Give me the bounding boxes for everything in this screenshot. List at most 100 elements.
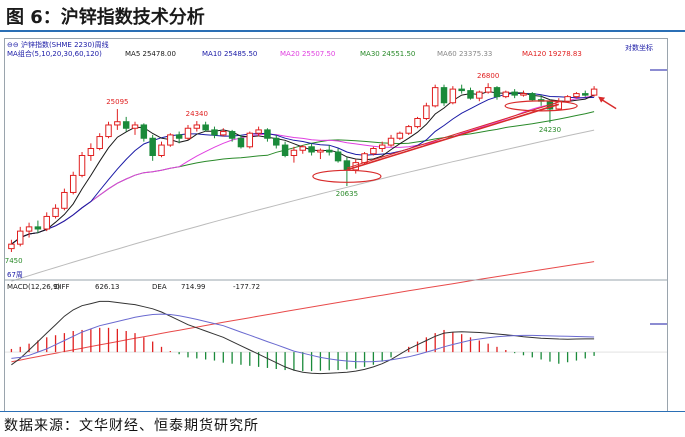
ma60-line <box>11 129 595 282</box>
candle-body <box>511 91 518 96</box>
candle-body <box>361 153 368 164</box>
candle-body <box>502 91 510 98</box>
price-annotation: 17450 <box>5 257 23 265</box>
candle-body <box>149 137 156 157</box>
chart-header-title: ⊖⊖ 沪锌指数(SHME 2230)周线 <box>7 40 109 49</box>
ma5-line <box>11 90 595 245</box>
candle-body <box>334 151 342 162</box>
macd-panel <box>5 300 667 375</box>
candle-body <box>61 191 68 209</box>
macd-header: MACD(12,26,9) DIFF 626.13 DEA 714.99 -17… <box>7 283 260 291</box>
candle-body <box>52 207 59 217</box>
candle-body <box>34 226 42 230</box>
price-annotation: 25095 <box>106 98 128 106</box>
candle-body <box>140 124 148 139</box>
ma-legend-item: MA30 24551.50 <box>360 50 415 58</box>
candle-body <box>69 174 77 193</box>
candle-body <box>378 144 386 150</box>
candle-body <box>87 148 95 157</box>
candle-body <box>396 132 404 139</box>
candle-body <box>387 137 395 146</box>
price-annotation: 26800 <box>477 72 499 80</box>
ma-legend: MA组合(5,10,20,30,60,120) MA5 25478.00 MA10 … <box>7 49 582 58</box>
figure-title: 图 6：沪锌指数技术分析 <box>6 7 205 28</box>
candle-body <box>484 87 492 93</box>
arrow-head <box>598 96 606 103</box>
candle-body <box>237 137 245 148</box>
log-scale-label: 对数坐标 <box>625 43 653 52</box>
trend-line-inner <box>346 101 559 169</box>
candle-body <box>255 129 262 134</box>
candle-body <box>167 134 174 146</box>
candle-body <box>370 148 377 155</box>
support-ellipse-high <box>504 100 578 112</box>
candle-body <box>228 131 236 139</box>
candle-body <box>467 90 474 99</box>
candle-body <box>423 105 430 119</box>
ma30-line <box>11 111 595 245</box>
candle-body <box>299 146 306 151</box>
ma-legend-item: MA5 25478.00 <box>125 50 176 58</box>
dea-line <box>11 313 595 363</box>
trend-line <box>346 103 560 171</box>
bottom-left-label: 67周 <box>7 271 23 279</box>
ma10-line <box>11 92 595 245</box>
candle-body <box>184 127 192 139</box>
price-annotation: 20635 <box>336 190 358 198</box>
candle-body <box>78 155 86 176</box>
ma-legend-item: MA120 19278.83 <box>522 50 582 58</box>
candle-body <box>564 96 571 102</box>
candle-body <box>290 149 298 157</box>
candle-body <box>193 124 201 129</box>
candle-body <box>582 93 589 96</box>
candle-body <box>220 131 227 136</box>
candle-body <box>264 129 271 139</box>
candle-body <box>317 149 324 153</box>
candle-body <box>308 146 315 153</box>
candle-body <box>326 149 333 153</box>
candle-body <box>273 137 280 146</box>
macd-dea-value: 714.99 <box>181 283 206 291</box>
candle-body <box>405 126 412 134</box>
candle-body <box>529 93 536 101</box>
chart-panel: ⊖⊖ 沪锌指数(SHME 2230)周线 MA组合(5,10,20,30,60,… <box>4 38 668 412</box>
candle-body <box>17 230 24 245</box>
candle-body <box>590 88 598 96</box>
candle-body <box>573 93 580 98</box>
candle-body <box>440 87 448 104</box>
candle-body <box>131 124 139 129</box>
chart-svg: ⊖⊖ 沪锌指数(SHME 2230)周线 MA组合(5,10,20,30,60,… <box>5 40 667 375</box>
figure-source: 数据来源：文华财经、恒泰期货研究所 <box>4 418 259 434</box>
title-divider <box>0 30 685 32</box>
candle-body <box>122 121 130 129</box>
candle-body <box>175 134 183 139</box>
candle-body <box>493 87 501 98</box>
candle-body <box>414 117 421 128</box>
macd-value: -177.72 <box>233 283 260 291</box>
source-divider <box>0 411 685 412</box>
candle-body <box>114 121 121 126</box>
macd-diff-label: DIFF <box>54 283 70 291</box>
diff-line <box>11 300 595 375</box>
price-panel: 25095 24340 26800 24230 20635 17450 <box>5 72 617 363</box>
candle-body <box>458 88 465 92</box>
ma120-line <box>11 261 595 363</box>
candle-body <box>211 129 218 136</box>
ma20-line <box>11 95 595 245</box>
macd-name: MACD(12,26,9) <box>7 283 60 291</box>
candle-body <box>8 243 15 250</box>
price-annotation: 24230 <box>539 126 561 134</box>
candle-body <box>281 144 289 157</box>
candle-body <box>449 88 457 104</box>
price-annotation: 24340 <box>186 110 208 118</box>
support-ellipse-low <box>312 169 382 183</box>
candle-body <box>202 124 209 131</box>
ma-legend-item: MA10 25485.50 <box>202 50 257 58</box>
macd-diff-value: 626.13 <box>95 283 120 291</box>
candle-body <box>431 87 439 107</box>
ma-legend-item: MA60 23375.33 <box>437 50 492 58</box>
candle-body <box>25 226 33 232</box>
ma-legend-item: MA20 25507.50 <box>280 50 335 58</box>
candle-body <box>520 93 527 96</box>
macd-dea-label: DEA <box>152 283 167 291</box>
